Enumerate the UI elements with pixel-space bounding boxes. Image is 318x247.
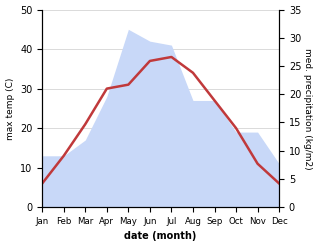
Y-axis label: max temp (C): max temp (C) xyxy=(5,77,15,140)
Y-axis label: med. precipitation (kg/m2): med. precipitation (kg/m2) xyxy=(303,48,313,169)
X-axis label: date (month): date (month) xyxy=(124,231,197,242)
